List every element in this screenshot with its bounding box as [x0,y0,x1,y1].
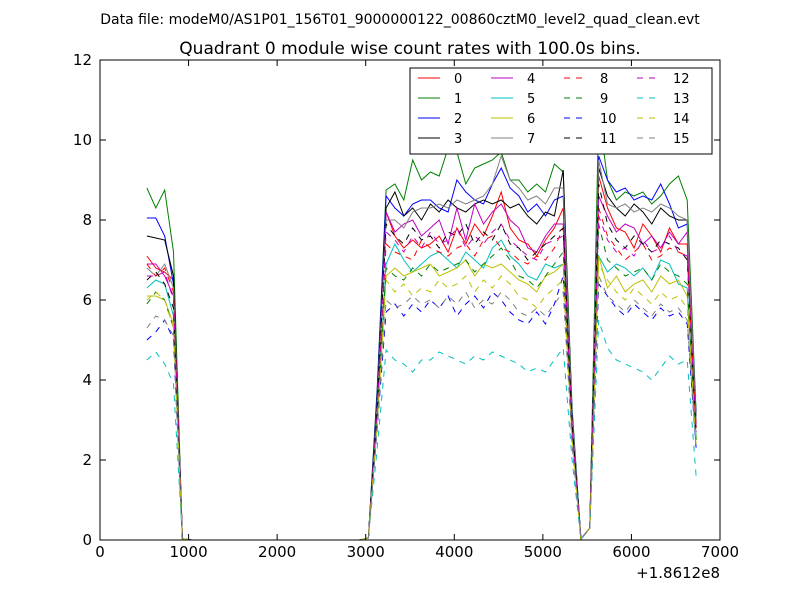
y-tick-label: 4 [82,371,92,389]
x-tick-label: 2000 [258,543,296,561]
legend-label-11: 11 [600,132,617,147]
legend-label-10: 10 [600,112,617,127]
x-tick-label: 1000 [169,543,207,561]
figure-suptitle: Data file: modeM0/AS1P01_156T01_90000001… [100,12,700,28]
y-tick-label: 8 [82,211,92,229]
legend-label-3: 3 [454,132,462,147]
legend-label-4: 4 [527,72,535,87]
legend-label-1: 1 [454,92,462,107]
series-layer [146,111,697,541]
series-line-11 [146,183,697,541]
series-line-7 [146,154,697,541]
x-tick-label: 3000 [347,543,385,561]
x-tick-label: 6000 [612,543,650,561]
legend-label-14: 14 [673,112,690,127]
legend-label-2: 2 [454,112,462,127]
legend-label-13: 13 [673,92,690,107]
legend-label-9: 9 [600,92,608,107]
legend-label-5: 5 [527,92,535,107]
legend-label-12: 12 [673,72,690,87]
y-tick-label: 0 [82,531,92,549]
series-line-13 [146,319,697,541]
x-tick-label: 0 [95,543,105,561]
series-line-1 [146,111,697,541]
chart-title: Quadrant 0 module wise count rates with … [179,39,640,59]
legend-label-6: 6 [527,112,535,127]
series-line-9 [146,223,697,541]
x-offset-label: +1.8612e8 [636,564,720,582]
x-tick-label: 4000 [435,543,473,561]
legend-frame [409,67,713,155]
x-tick-label: 7000 [701,543,739,561]
series-line-8 [146,207,697,541]
series-line-5 [146,239,697,541]
series-line-0 [146,175,697,541]
legend-label-0: 0 [454,72,462,87]
series-line-10 [146,275,697,541]
legend-label-8: 8 [600,72,608,87]
series-line-3 [146,167,697,541]
series-line-6 [146,255,697,541]
y-tick-label: 10 [73,131,92,149]
series-line-14 [146,262,697,541]
series-line-15 [146,275,697,541]
legend-label-15: 15 [673,132,690,147]
y-tick-label: 12 [73,51,92,69]
legend-label-7: 7 [527,132,535,147]
y-tick-label: 2 [82,451,92,469]
x-tick-label: 5000 [524,543,562,561]
series-line-2 [146,155,697,541]
y-tick-label: 6 [82,291,92,309]
